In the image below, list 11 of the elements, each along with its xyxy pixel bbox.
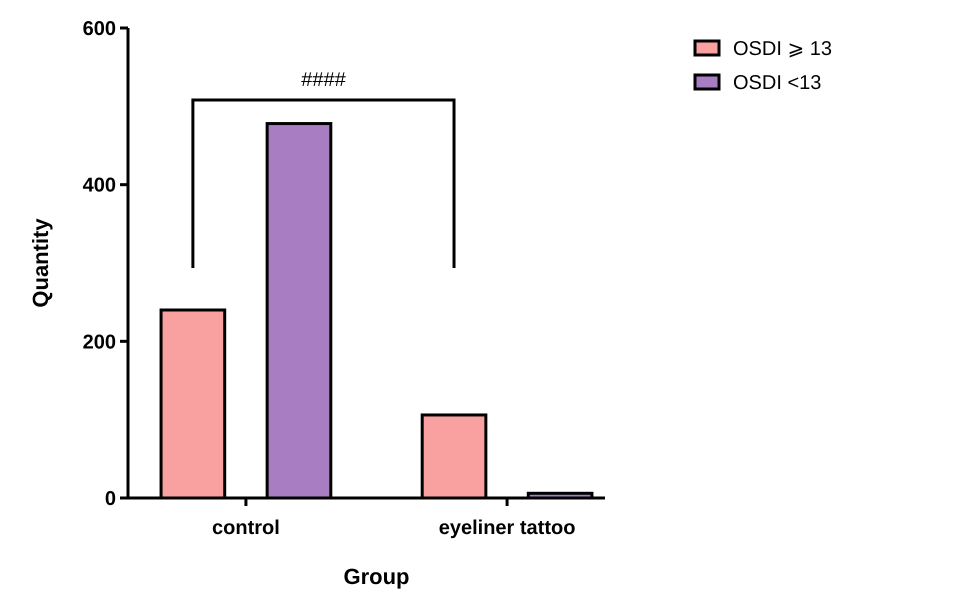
y-tick-label: 0 bbox=[104, 488, 116, 510]
x-tick-label: eyeliner tattoo bbox=[438, 517, 576, 539]
x-tick-label: control bbox=[212, 517, 280, 539]
y-tick-label: 600 bbox=[82, 18, 116, 40]
annotation: #### bbox=[301, 69, 347, 91]
x-axis-title: Group bbox=[344, 564, 410, 589]
legend-label: OSDI <13 bbox=[733, 72, 822, 94]
y-tick-label: 400 bbox=[82, 174, 116, 197]
y-tick-label: 200 bbox=[82, 331, 116, 354]
y-axis-title: Quantity bbox=[28, 218, 53, 308]
legend-label: OSDI ⩾ 13 bbox=[733, 38, 832, 60]
